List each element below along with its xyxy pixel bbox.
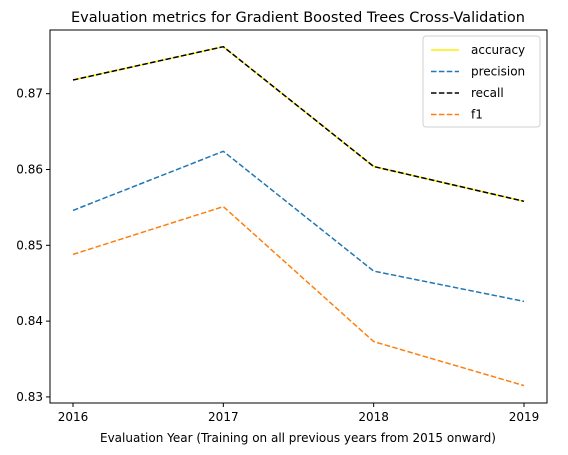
y-axis: 0.83 0.84 0.85 0.86 0.87 [16,87,50,404]
x-axis-title: Evaluation Year (Training on all previou… [100,431,496,445]
series-line-f1 [72,205,525,387]
legend-label-recall: recall [471,86,504,100]
y-tick-label: 0.86 [16,162,43,176]
legend-frame [422,35,541,128]
series-line-precision [72,150,525,303]
y-tick-label: 0.87 [16,87,43,101]
series-line-recall [72,45,525,203]
legend-label-f1: f1 [471,108,483,122]
y-tick-label: 0.84 [16,314,43,328]
x-tick-label: 2016 [58,410,89,424]
y-tick-label: 0.85 [16,238,43,252]
x-tick-label: 2018 [358,410,389,424]
legend-label-precision: precision [471,65,525,79]
legend: accuracy precision recall f1 [422,35,541,128]
legend-label-accuracy: accuracy [471,43,525,57]
chart-title: Evaluation metrics for Gradient Boosted … [71,10,525,26]
y-tick-label: 0.83 [16,390,43,404]
series-lines [72,45,525,387]
x-tick-label: 2019 [509,410,540,424]
x-tick-label: 2017 [208,410,239,424]
x-axis: 2016 2017 2018 2019 [58,403,540,424]
